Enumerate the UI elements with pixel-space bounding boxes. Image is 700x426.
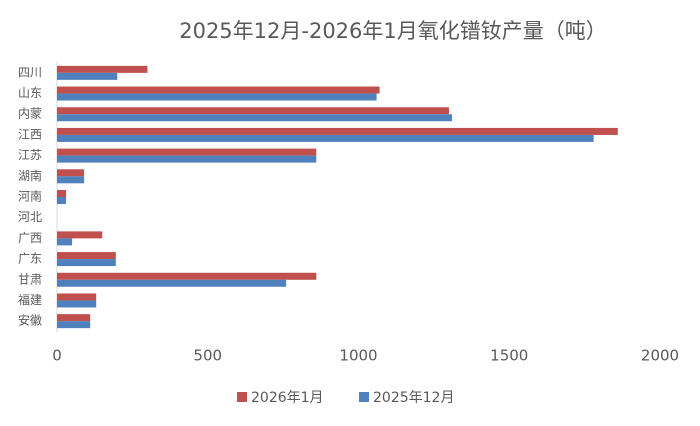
- y-tick-label: 江西: [18, 127, 42, 141]
- y-tick-label: 福建: [18, 292, 42, 307]
- bar: [57, 65, 148, 73]
- bar: [57, 72, 118, 80]
- bar: [57, 127, 618, 135]
- bar: [57, 107, 449, 115]
- y-tick-label: 广西: [18, 231, 42, 245]
- legend-label: 2025年12月: [373, 390, 454, 406]
- bar: [57, 190, 67, 197]
- legend-swatch: [237, 392, 247, 402]
- bar: [57, 272, 317, 280]
- y-tick-label: 江苏: [18, 148, 42, 162]
- x-tick-label: 2000: [641, 347, 679, 365]
- legend-label: 2026年1月: [251, 390, 324, 406]
- bar: [57, 114, 452, 122]
- y-tick-label: 甘肃: [18, 272, 42, 286]
- bar: [57, 259, 116, 267]
- x-tick-label: 0: [52, 347, 62, 365]
- bar: [57, 321, 91, 329]
- y-tick-label: 山东: [18, 86, 42, 100]
- bar: [57, 93, 377, 101]
- bar: [57, 300, 97, 308]
- x-tick-label: 1000: [339, 347, 377, 365]
- bar: [57, 86, 380, 94]
- bar: [57, 314, 91, 322]
- bar: [57, 148, 317, 156]
- bar: [57, 252, 116, 260]
- y-tick-label: 河北: [18, 210, 42, 224]
- bar: [57, 238, 73, 246]
- legend-swatch: [359, 392, 369, 402]
- bar: [57, 279, 287, 287]
- bar: [57, 293, 97, 301]
- y-tick-label: 湖南: [18, 168, 42, 183]
- y-tick-label: 河南: [18, 189, 42, 204]
- x-tick-label: 1500: [490, 347, 528, 365]
- y-tick-label: 内蒙: [18, 107, 42, 121]
- y-tick-label: 安徽: [18, 313, 42, 328]
- y-tick-label: 四川: [18, 65, 42, 79]
- bar: [57, 134, 594, 142]
- bar: [57, 197, 67, 204]
- chart-title: 2025年12月-2026年1月氧化镨钕产量（吨）: [179, 19, 607, 43]
- bar: [57, 176, 85, 184]
- bar: [57, 169, 85, 177]
- bar: [57, 231, 103, 239]
- bar: [57, 155, 317, 163]
- x-tick-label: 500: [193, 347, 222, 365]
- y-tick-label: 广东: [18, 252, 42, 266]
